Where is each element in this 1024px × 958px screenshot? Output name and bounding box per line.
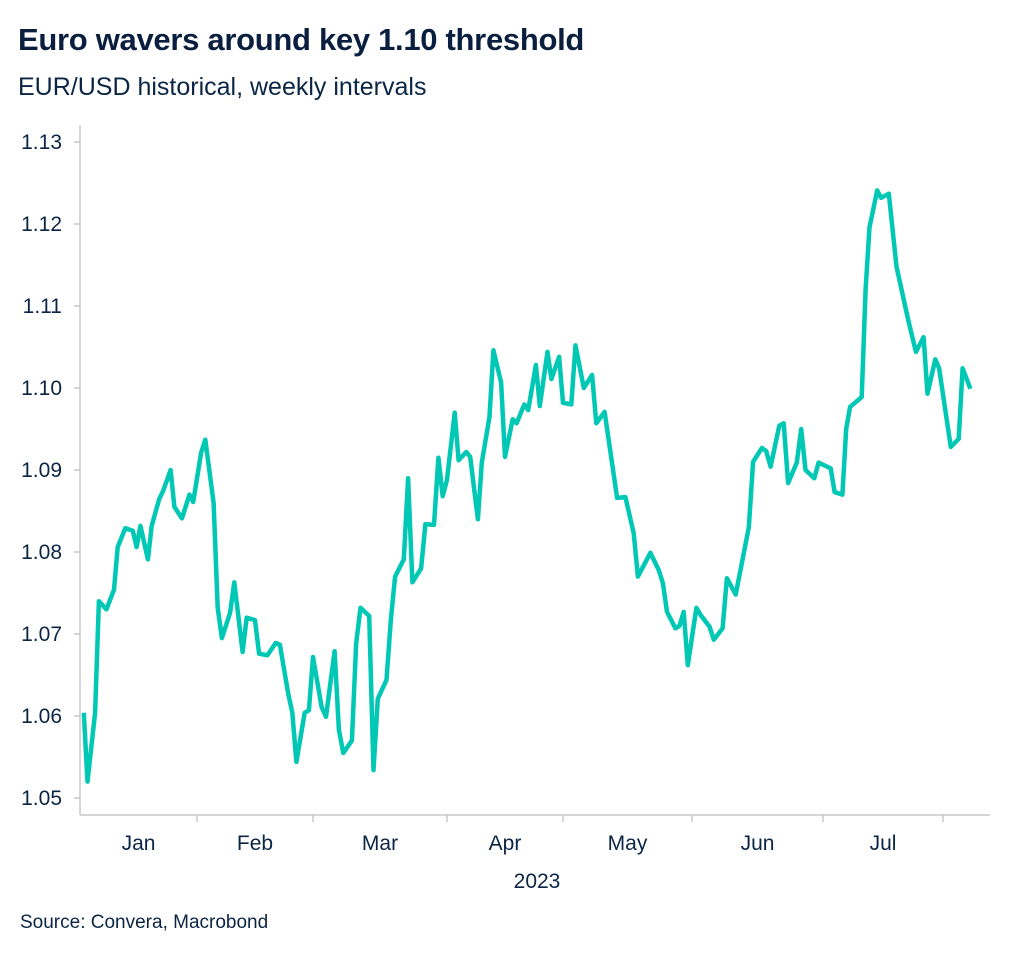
x-tick-label: Jul xyxy=(870,832,897,855)
x-tick-label: Jun xyxy=(741,832,775,855)
x-tick-label: Jan xyxy=(122,832,156,855)
y-tick-label: 1.12 xyxy=(21,213,62,236)
x-tick-label: Apr xyxy=(489,832,522,855)
y-tick-label: 1.13 xyxy=(21,131,62,154)
y-tick-label: 1.05 xyxy=(21,787,62,810)
y-tick-label: 1.09 xyxy=(21,459,62,482)
x-axis: Jan Feb Mar Apr May Jun Jul xyxy=(122,815,944,855)
x-tick-label: Feb xyxy=(237,832,273,855)
x-tick-label: Mar xyxy=(362,832,398,855)
y-tick-label: 1.07 xyxy=(21,623,62,646)
x-axis-label: 2023 xyxy=(514,870,561,893)
x-tick-label: May xyxy=(608,832,648,855)
series-group xyxy=(81,188,973,784)
chart-subtitle: EUR/USD historical, weekly intervals xyxy=(18,73,427,101)
y-tick-label: 1.11 xyxy=(23,295,62,318)
source-note: Source: Convera, Macrobond xyxy=(20,912,269,933)
series-line-eurusd xyxy=(81,188,973,784)
y-axis: 1.05 1.06 1.07 1.08 1.09 1.10 1.11 1.12 1.13 xyxy=(21,131,80,810)
y-tick-label: 1.08 xyxy=(21,541,62,564)
y-tick-label: 1.10 xyxy=(21,377,62,400)
axes xyxy=(79,125,990,816)
chart-title: Euro wavers around key 1.10 threshold xyxy=(18,22,585,57)
y-tick-label: 1.06 xyxy=(21,705,62,728)
